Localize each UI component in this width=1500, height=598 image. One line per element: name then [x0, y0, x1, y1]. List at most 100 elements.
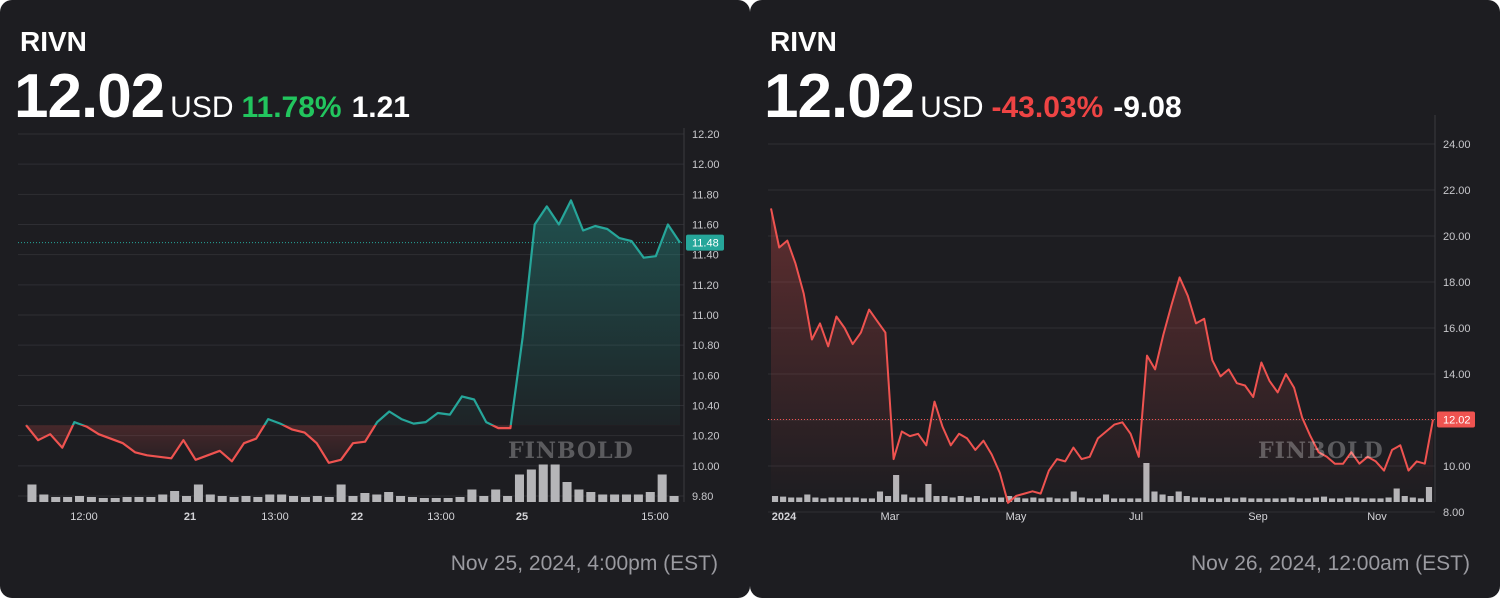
y-tick-label: 24.00 — [1443, 139, 1471, 151]
y-tick-label: 10.80 — [692, 340, 720, 352]
x-tick-label: Sep — [1248, 511, 1268, 523]
volume-bar — [229, 497, 239, 502]
y-tick-label: 11.40 — [692, 250, 719, 262]
volume-bar — [182, 496, 192, 502]
volume-bar — [348, 496, 358, 502]
y-tick-label: 11.20 — [692, 280, 719, 292]
y-tick-label: 9.80 — [692, 491, 713, 503]
current-price-label: 11.48 — [692, 238, 719, 250]
volume-bar — [265, 494, 275, 502]
y-tick-label: 10.20 — [692, 431, 720, 443]
volume-bar — [467, 489, 477, 502]
volume-bar — [384, 492, 394, 502]
watermark-logo: FINBOLD — [508, 438, 634, 464]
volume-bar — [217, 496, 227, 502]
y-tick-label: 18.00 — [1443, 277, 1471, 289]
change-absolute: 1.21 — [351, 91, 410, 124]
x-tick-label: May — [1006, 511, 1027, 523]
y-tick-label: 12.20 — [692, 129, 720, 141]
y-tick-label: 11.60 — [692, 220, 719, 232]
change-percent: -43.03% — [991, 91, 1104, 124]
x-tick-label: Mar — [881, 511, 900, 523]
volume-bar — [146, 497, 156, 502]
volume-bar — [110, 498, 120, 502]
y-tick-label: 16.00 — [1443, 323, 1471, 335]
x-tick-label: 15:00 — [641, 511, 669, 523]
current-price-badge — [1437, 411, 1475, 428]
volume-bar — [336, 484, 346, 502]
price-quote: 12.02 USD -43.03% -9.08 — [764, 66, 1182, 128]
y-tick-label: 10.00 — [1443, 461, 1471, 473]
current-price-badge — [686, 234, 724, 251]
price-line-above — [25, 199, 681, 426]
y-tick-label: 10.40 — [692, 401, 720, 413]
volume-bar — [39, 494, 49, 502]
change-percent: 11.78% — [241, 91, 342, 124]
volume-bar — [98, 498, 108, 502]
ticker-symbol: RIVN — [20, 26, 87, 57]
timestamp: Nov 25, 2024, 4:00pm (EST) — [450, 552, 718, 575]
volume-bar — [633, 494, 643, 502]
volume-bar — [610, 494, 620, 502]
y-tick-label: 22.00 — [1443, 185, 1471, 197]
change-absolute: -9.08 — [1113, 91, 1182, 124]
volume-bar — [657, 474, 667, 502]
volume-bar — [443, 498, 453, 502]
x-tick-label: 21 — [184, 511, 196, 523]
volume-bar — [51, 497, 61, 502]
y-tick-label: 14.00 — [1443, 369, 1471, 381]
volume-bar — [562, 482, 572, 502]
y-tick-label: 10.60 — [692, 370, 720, 382]
volume-bar — [300, 497, 310, 502]
x-tick-label: 12:00 — [70, 511, 98, 523]
volume-bar — [277, 494, 287, 502]
volume-bar — [360, 493, 370, 502]
volume-bar — [574, 489, 584, 502]
volume-bar — [170, 491, 180, 502]
watermark-logo: FINBOLD — [1258, 438, 1384, 464]
x-tick-label: 2024 — [772, 511, 797, 523]
chart-card-1d: RIVN 12.02 USD 11.78% 1.21 12.20 12.00 11.80 1… — [0, 0, 750, 598]
volume-bar — [74, 496, 85, 502]
volume-bar — [491, 489, 501, 502]
price-value: 12.02 — [14, 62, 165, 131]
volume-bar — [621, 494, 632, 502]
volume-bar — [669, 496, 679, 502]
area-fill — [771, 208, 1433, 503]
x-tick-label: 13:00 — [261, 511, 289, 523]
volume-bar — [503, 496, 513, 502]
ticker-symbol: RIVN — [770, 26, 837, 57]
volume-bar — [396, 496, 406, 502]
volume-bar — [514, 474, 524, 502]
x-tick-label: Jul — [1129, 511, 1143, 523]
volume-bar — [63, 497, 73, 502]
price-chart: 24.0022.0020.0018.0016.0014.0012.0010.00… — [768, 115, 1475, 523]
volume-bar — [122, 497, 132, 502]
currency-label: USD — [920, 91, 984, 124]
volume-bar — [526, 469, 536, 502]
volume-bar — [538, 464, 548, 502]
area-fill-below — [26, 425, 511, 463]
chart-card-ytd: RIVN 12.02 USD -43.03% -9.08 24.00 22.00 20.0… — [750, 0, 1500, 598]
price-quote: 12.02 USD 11.78% 1.21 — [14, 66, 410, 128]
volume-bar — [86, 497, 96, 502]
y-tick-label: 11.00 — [692, 310, 719, 322]
volume-bar — [419, 498, 429, 502]
price-value: 12.02 — [764, 62, 915, 131]
x-tick-label: 25 — [516, 511, 528, 523]
volume-bar — [455, 497, 465, 502]
volume-bar — [407, 497, 417, 502]
area-fill-above — [26, 200, 680, 426]
y-tick-label: 8.00 — [1443, 507, 1464, 519]
timestamp: Nov 26, 2024, 12:00am (EST) — [1191, 552, 1470, 575]
volume-bar — [1006, 496, 1013, 502]
y-tick-label: 10.00 — [692, 461, 720, 473]
volume-bar — [134, 497, 144, 502]
price-line — [770, 208, 1434, 504]
y-tick-label: 20.00 — [1443, 231, 1471, 243]
volume-bar — [324, 497, 334, 502]
x-tick-label: 13:00 — [427, 511, 455, 523]
volume-bar — [158, 494, 168, 502]
volume-bar — [205, 494, 215, 502]
volume-bar — [372, 494, 382, 502]
